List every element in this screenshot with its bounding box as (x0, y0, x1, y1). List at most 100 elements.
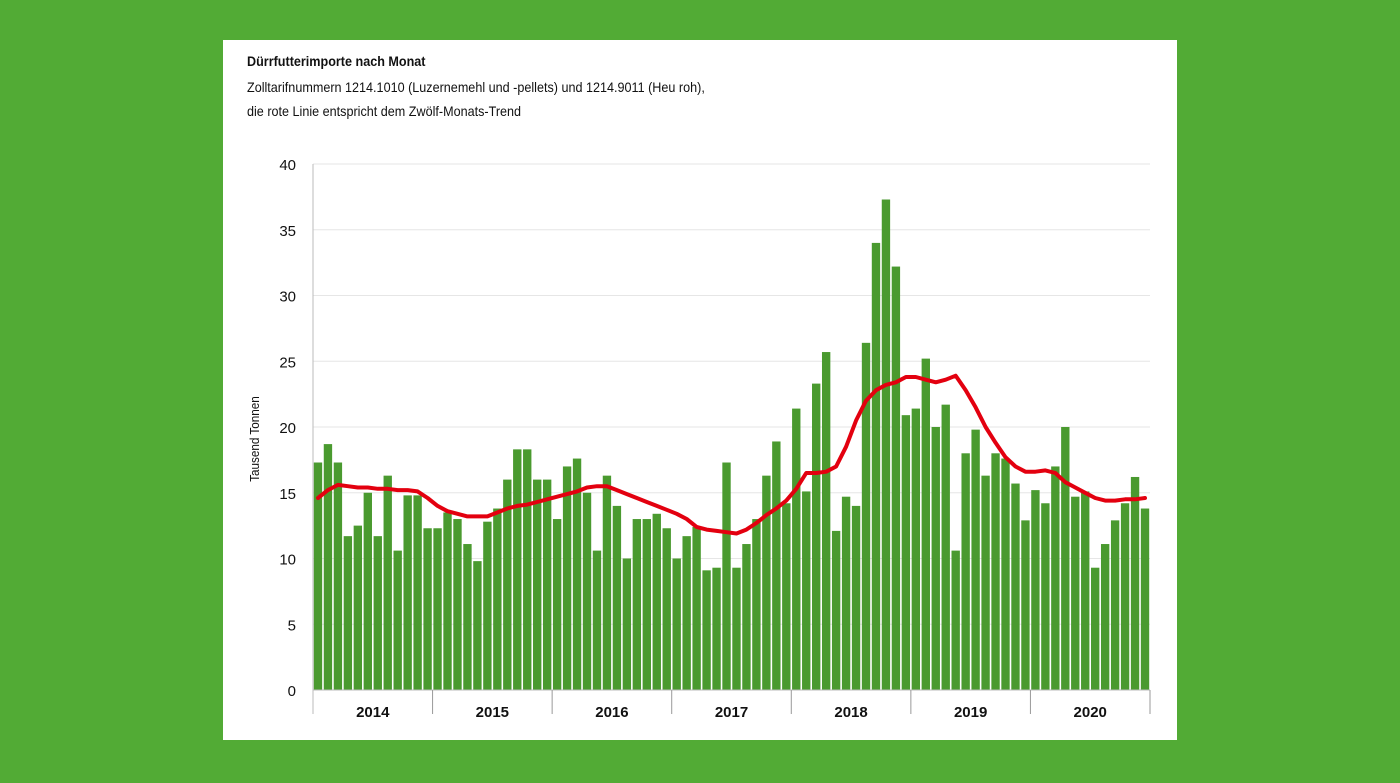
bar (1051, 466, 1060, 690)
bar (433, 528, 442, 690)
bar (971, 429, 980, 690)
bar (413, 495, 422, 690)
bar (652, 513, 661, 690)
bar (831, 530, 841, 690)
bar (1021, 520, 1030, 690)
bar (682, 536, 691, 690)
y-tick-label: 25 (279, 354, 296, 371)
bar (861, 342, 871, 690)
bar (542, 479, 552, 690)
x-tick-label: 2020 (1074, 704, 1107, 721)
bar (871, 242, 881, 690)
bar (1120, 503, 1130, 690)
x-tick-label: 2014 (356, 704, 390, 721)
bar (582, 492, 592, 690)
bar (821, 352, 831, 690)
chart-title: Dürrfutterimporte nach Monat (247, 53, 426, 69)
bar (513, 449, 522, 690)
y-tick-label: 10 (279, 552, 296, 569)
bar (891, 266, 901, 690)
bar (353, 525, 363, 690)
bar (463, 544, 472, 690)
bar (812, 383, 821, 690)
bar (722, 462, 731, 690)
bar (443, 512, 452, 690)
chart-subtitle-line-2: die rote Linie entspricht dem Zwölf-Mona… (247, 103, 522, 119)
bar (941, 404, 950, 690)
bar (503, 479, 512, 690)
chart-subtitle-line-1: Zolltarifnummern 1214.1010 (Luzernemehl … (247, 79, 705, 95)
bar (343, 536, 353, 690)
x-tick-label: 2015 (476, 704, 509, 721)
x-tick-label: 2017 (715, 704, 748, 721)
bar (393, 550, 402, 690)
trend-line (316, 373, 1147, 536)
bar (453, 519, 462, 690)
bar (592, 550, 602, 690)
bar (911, 408, 921, 690)
bar (383, 475, 392, 690)
bar (991, 453, 1000, 690)
bar (782, 503, 791, 690)
bar (1041, 503, 1050, 690)
bar (851, 505, 861, 690)
y-tick-label: 0 (288, 683, 296, 700)
bar (483, 521, 492, 690)
bar (981, 475, 990, 690)
bar (792, 408, 801, 690)
bar (523, 449, 532, 690)
bar (333, 462, 343, 690)
bar (1071, 496, 1080, 690)
bar (662, 528, 671, 690)
bar (732, 567, 741, 690)
bar (692, 526, 701, 690)
bar (931, 427, 940, 690)
bar (323, 444, 333, 690)
bar (702, 570, 711, 690)
bar (762, 475, 771, 690)
bar (533, 479, 542, 690)
bar (373, 536, 382, 690)
y-tick-label: 35 (279, 223, 296, 240)
bar (612, 505, 622, 690)
bar (772, 441, 781, 690)
bar (552, 519, 562, 690)
bar (493, 508, 502, 690)
bar (1011, 483, 1020, 690)
bar (622, 558, 632, 690)
bar (1061, 427, 1070, 690)
bar (712, 567, 721, 690)
bar (562, 466, 572, 690)
bar (1081, 491, 1090, 690)
bar (602, 475, 612, 690)
bar (1091, 567, 1100, 690)
bar (841, 496, 851, 690)
bar (1110, 520, 1120, 690)
bar (951, 550, 960, 690)
x-tick-label: 2019 (954, 704, 987, 721)
bar (802, 491, 811, 690)
y-tick-label: 20 (279, 420, 296, 437)
y-axis-label: Tausend Tonnen (247, 396, 262, 482)
x-tick-label: 2016 (595, 704, 628, 721)
bar (473, 561, 482, 690)
bar (742, 544, 751, 690)
bar (881, 199, 891, 690)
bar (642, 519, 651, 690)
bar (1031, 490, 1040, 690)
bar (1001, 458, 1010, 690)
y-tick-label: 5 (288, 617, 296, 634)
bar (672, 558, 681, 690)
bar (921, 358, 930, 690)
bar (1130, 476, 1140, 690)
bar (313, 462, 323, 690)
x-tick-label: 2018 (834, 704, 867, 721)
bar (363, 492, 372, 690)
bar (423, 528, 432, 690)
bar (1100, 544, 1110, 690)
y-tick-label: 15 (279, 486, 296, 503)
y-tick-label: 30 (279, 289, 296, 306)
y-tick-label: 40 (279, 157, 296, 174)
bar (572, 458, 582, 690)
